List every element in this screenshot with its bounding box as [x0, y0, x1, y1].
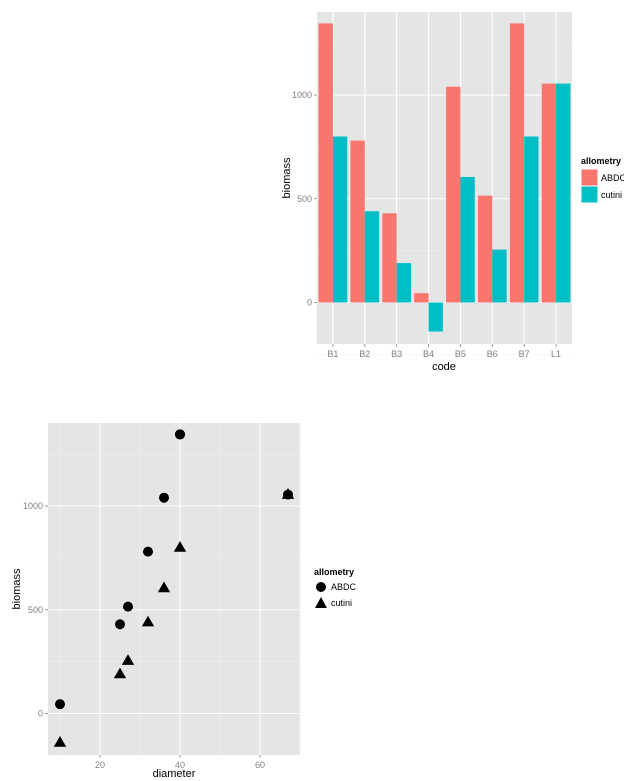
legend-label-cutini: cutini — [601, 190, 622, 200]
legend-swatch-cutini — [580, 185, 599, 204]
point-triangle-cutini — [121, 654, 135, 665]
scatter-chart-x-axis-title: diameter — [153, 768, 196, 780]
bar-cutini-b7 — [524, 136, 539, 303]
point-triangle-cutini — [53, 736, 67, 747]
y-tick-label: 1000 — [23, 501, 43, 511]
bar-chart-x-axis-title: code — [432, 361, 456, 373]
x-tick-label: L1 — [551, 349, 561, 359]
y-tick-label: 500 — [297, 194, 312, 204]
bar-chart-y-axis-title: biomass — [281, 157, 293, 198]
bar-abdc-b6 — [477, 195, 493, 303]
x-tick-label: B7 — [519, 349, 530, 359]
point-circle-abdc — [55, 699, 65, 710]
x-tick-label: B1 — [327, 349, 338, 359]
bar-cutini-b5 — [460, 176, 475, 303]
bar-abdc-l1 — [541, 83, 557, 303]
scatter-chart-legend: allometry ABDC cutini — [314, 567, 357, 608]
x-tick-label: B4 — [423, 349, 434, 359]
legend-swatch-abdc — [580, 168, 599, 187]
point-triangle-cutini — [173, 541, 187, 552]
point-circle-abdc — [115, 619, 125, 630]
bar-chart-legend-title: allometry — [581, 156, 621, 166]
bar-cutini-b1 — [332, 136, 348, 303]
x-tick-label: B6 — [487, 349, 498, 359]
point-triangle-cutini — [141, 615, 155, 627]
point-triangle-cutini — [281, 488, 295, 499]
scatter-chart-y-ticks: 0 500 1000 — [23, 501, 48, 719]
legend-circle-marker — [316, 582, 326, 592]
bar-chart: 0 500 1000 B1 B2 B3 B4 B5 B6 B7 L1 code biomass a… — [281, 12, 624, 373]
x-tick-label: B2 — [359, 349, 370, 359]
scatter-chart-points — [53, 429, 295, 747]
scatter-chart-gridlines — [48, 423, 301, 755]
bar-cutini-b2 — [364, 211, 380, 303]
scatter-chart-legend-title: allometry — [314, 567, 354, 577]
legend-label-abdc: ABDC — [601, 173, 624, 183]
y-tick-label: 500 — [28, 605, 43, 615]
point-circle-abdc — [123, 601, 133, 612]
bar-abdc-b7 — [509, 23, 525, 303]
bar-abdc-b5 — [446, 86, 461, 303]
legend-label-abdc: ABDC — [331, 582, 357, 592]
bar-cutini-b3 — [396, 263, 412, 303]
x-tick-label: 40 — [175, 760, 185, 770]
bar-chart-x-ticks: B1 B2 B3 B4 B5 B6 B7 L1 — [327, 344, 561, 359]
y-tick-label: 1000 — [292, 90, 312, 100]
bar-chart-legend: allometry ABDC cutini — [580, 156, 624, 204]
bar-chart-bars — [318, 23, 571, 332]
bar-cutini-b6 — [492, 249, 507, 303]
bar-abdc-b4 — [414, 293, 429, 303]
legend-label-cutini: cutini — [331, 598, 352, 608]
bar-cutini-l1 — [556, 83, 571, 303]
x-tick-label: 60 — [255, 760, 265, 770]
bar-abdc-b3 — [382, 213, 397, 303]
point-triangle-cutini — [113, 667, 127, 679]
x-tick-label: B3 — [391, 349, 402, 359]
scatter-chart-y-axis-title: biomass — [11, 568, 23, 609]
y-tick-label: 0 — [307, 298, 312, 308]
bar-cutini-b4 — [428, 302, 443, 332]
scatter-chart-panel — [48, 423, 300, 755]
bar-abdc-b2 — [350, 140, 365, 303]
y-tick-label: 0 — [38, 709, 43, 719]
point-circle-abdc — [175, 429, 185, 440]
point-circle-abdc — [143, 546, 153, 557]
x-tick-label: B5 — [455, 349, 466, 359]
scatter-chart-x-ticks: 20 40 60 — [95, 755, 265, 770]
point-circle-abdc — [159, 492, 169, 503]
scatter-chart: 0 500 1000 20 40 60 diameter biomass allomet… — [11, 423, 357, 780]
bar-abdc-b1 — [318, 23, 333, 303]
x-tick-label: 20 — [95, 760, 105, 770]
legend-triangle-marker — [315, 597, 327, 608]
bar-chart-y-ticks: 0 500 1000 — [292, 90, 317, 308]
point-triangle-cutini — [157, 581, 171, 593]
